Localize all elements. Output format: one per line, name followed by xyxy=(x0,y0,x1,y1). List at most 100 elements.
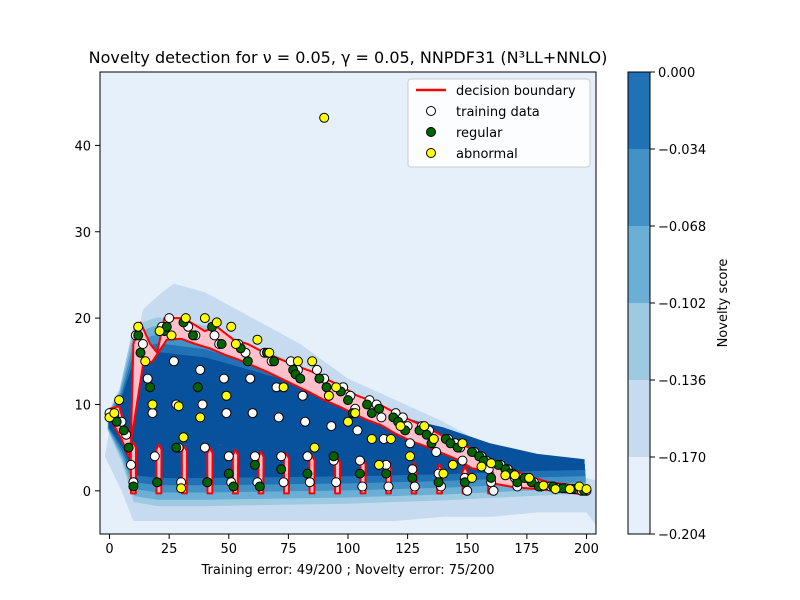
abnormal-point xyxy=(221,390,232,401)
regular-point xyxy=(171,442,182,453)
regular-point xyxy=(445,438,456,449)
regular-point xyxy=(295,373,306,384)
abnormal-point xyxy=(581,484,592,495)
regular-point xyxy=(135,347,146,358)
training-point xyxy=(126,459,136,470)
training-point xyxy=(407,464,418,475)
training-point xyxy=(354,455,365,466)
abnormal-point xyxy=(178,432,189,443)
abnormal-point xyxy=(538,480,549,491)
regular-point xyxy=(302,468,313,479)
regular-point xyxy=(381,468,392,479)
abnormal-point xyxy=(428,434,439,444)
training-point xyxy=(223,451,234,462)
regular-point xyxy=(374,403,384,414)
colorbar-band xyxy=(628,457,650,534)
regular-point xyxy=(366,408,377,419)
y-tick-label: 10 xyxy=(74,398,91,413)
legend-training-swatch xyxy=(426,106,436,116)
training-point xyxy=(197,399,208,410)
training-point xyxy=(250,451,260,462)
y-tick-label: 40 xyxy=(74,139,91,154)
colorbar: 0.000 −0.034 −0.068 −0.102 −0.136 −0.170 −0.20… xyxy=(627,66,731,543)
training-point xyxy=(245,373,256,384)
regular-point xyxy=(192,382,203,393)
abnormal-point xyxy=(166,330,177,341)
colorbar-ticks: 0.000 −0.034 −0.068 −0.102 −0.136 −0.170 −0.20… xyxy=(650,66,706,543)
legend: decision boundary training data regular … xyxy=(407,78,591,168)
x-tick-label: 175 xyxy=(514,542,539,557)
training-point xyxy=(147,408,158,419)
abnormal-point xyxy=(486,458,497,469)
abnormal-point xyxy=(264,347,275,358)
regular-point xyxy=(250,459,260,470)
training-point xyxy=(409,481,420,492)
training-point xyxy=(312,364,322,375)
training-point xyxy=(273,412,284,423)
regular-point xyxy=(161,321,172,332)
colorbar-tick-label: 0.000 xyxy=(658,66,695,81)
abnormal-point xyxy=(140,356,151,367)
training-point xyxy=(457,455,468,466)
abnormal-point xyxy=(385,434,396,444)
abnormal-point xyxy=(366,434,377,444)
regular-point xyxy=(269,356,280,367)
training-point xyxy=(431,447,442,457)
regular-point xyxy=(328,451,339,462)
regular-point xyxy=(459,477,470,488)
training-point xyxy=(352,425,363,436)
abnormal-point xyxy=(447,459,458,470)
abnormal-point xyxy=(343,416,353,427)
abnormal-point xyxy=(467,472,477,483)
abnormal-point xyxy=(226,321,237,332)
colorbar-band xyxy=(628,303,650,380)
legend-abnormal-swatch xyxy=(426,148,436,158)
colorbar-band xyxy=(628,72,650,149)
x-tick-label: 200 xyxy=(574,542,599,557)
training-point xyxy=(304,477,315,488)
x-tick-label: 50 xyxy=(220,542,237,557)
regular-point xyxy=(407,472,418,483)
abnormal-point xyxy=(195,412,206,423)
training-point xyxy=(142,373,153,384)
colorbar-tick-label: −0.068 xyxy=(658,220,706,235)
abnormal-point xyxy=(476,461,487,472)
abnormal-point xyxy=(350,408,361,419)
abnormal-point xyxy=(133,321,144,332)
regular-point xyxy=(362,399,373,410)
training-point xyxy=(376,412,387,423)
regular-point xyxy=(354,468,365,479)
training-point xyxy=(300,416,311,427)
abnormal-point xyxy=(292,356,303,367)
x-tick-label: 0 xyxy=(105,542,113,557)
regular-point xyxy=(188,330,198,341)
abnormal-point xyxy=(419,421,430,432)
training-point xyxy=(149,451,160,462)
training-point xyxy=(297,390,308,401)
training-point xyxy=(331,477,342,488)
regular-point xyxy=(321,382,332,393)
regular-point xyxy=(276,464,287,475)
x-tick-label: 75 xyxy=(280,542,297,557)
abnormal-point xyxy=(395,421,406,432)
training-point xyxy=(219,373,229,384)
regular-point xyxy=(242,356,253,367)
training-point xyxy=(209,330,220,341)
training-point xyxy=(247,408,258,419)
y-tick-label: 20 xyxy=(74,312,91,327)
x-axis-label: Training error: 49/200 ; Novelty error: … xyxy=(201,563,495,578)
colorbar-tick-label: −0.170 xyxy=(658,451,706,466)
abnormal-point xyxy=(109,408,120,419)
regular-point xyxy=(128,481,139,492)
x-axis-ticks: 0 25 50 75 100 125 150 175 200 xyxy=(105,534,599,557)
regular-point xyxy=(133,330,144,341)
abnormal-point xyxy=(323,390,334,401)
abnormal-point xyxy=(500,470,511,481)
abnormal-point xyxy=(114,395,125,406)
points-layer xyxy=(104,112,592,496)
x-tick-label: 25 xyxy=(161,542,178,557)
abnormal-point xyxy=(405,451,415,462)
colorbar-tick-label: −0.034 xyxy=(658,143,706,158)
training-point xyxy=(221,408,232,419)
abnormal-point xyxy=(278,382,289,393)
